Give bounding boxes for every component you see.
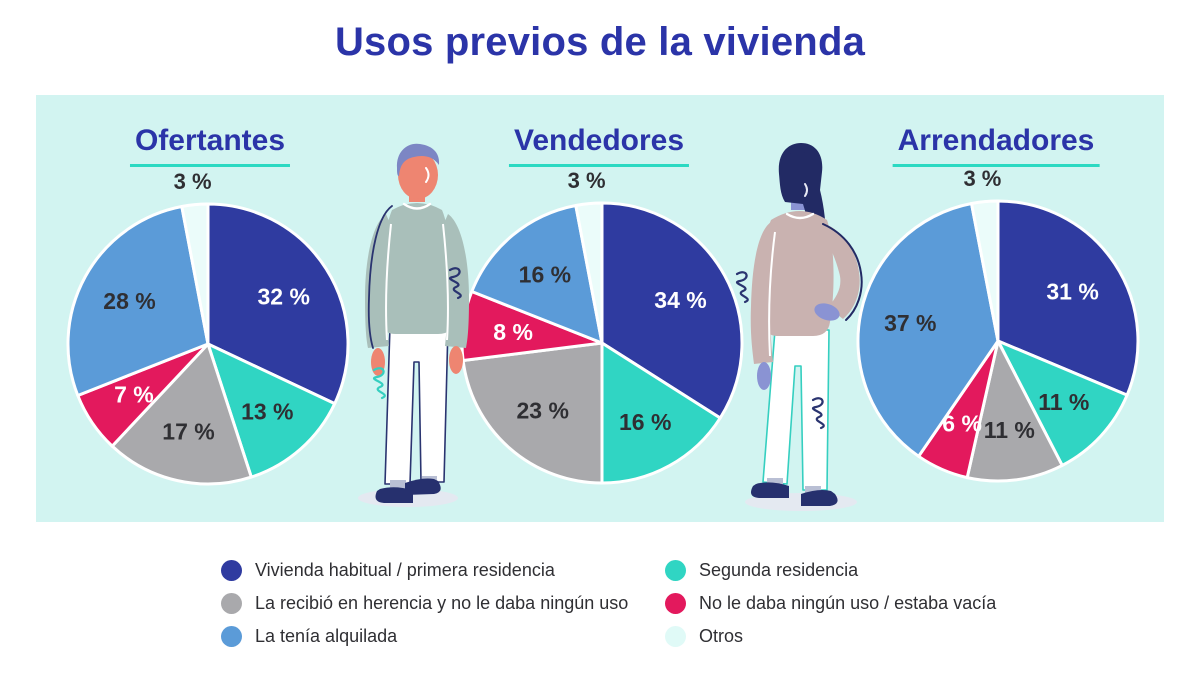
pie-slice-5: [180, 202, 210, 346]
man-face-line: [425, 167, 430, 183]
pie-slice-4: [470, 204, 604, 345]
slice-value-label: 17 %: [162, 419, 214, 445]
page-title: Usos previos de la vivienda: [334, 20, 866, 64]
woman-shoe-left: [751, 482, 789, 498]
woman-hand-left: [757, 362, 771, 390]
legend-color-dot: [221, 626, 242, 647]
pie-chart-ofertantes: 32 % 13 % 17 % 7 % 28 % 3 %: [66, 169, 350, 486]
woman-face-line: [804, 183, 808, 197]
pie-slice-5: [970, 199, 1000, 343]
legend-column-left: Vivienda habitual / primera residencia La…: [221, 560, 628, 659]
pie-slice-2: [461, 341, 604, 485]
legend-item: La recibió en herencia y no le daba ning…: [221, 593, 628, 614]
man-hand-right: [449, 346, 463, 374]
slice-value-label: 31 %: [1046, 279, 1098, 305]
woman-collar: [785, 212, 815, 220]
slice-value-label: 11 %: [984, 417, 1035, 443]
slice-value-label: 16 %: [619, 409, 671, 435]
slice-value-label: 23 %: [516, 397, 568, 423]
legend-item-label: La tenía alquilada: [255, 626, 398, 646]
man-shoe-left: [375, 487, 413, 503]
legend-column-right: Segunda residencia No le daba ningún uso …: [665, 560, 996, 659]
pie-chart-arrendadores: 31 %11 %11 %6 %37 %3 %: [856, 166, 1140, 483]
legend-item-label: Segunda residencia: [699, 560, 859, 580]
legend-item: La tenía alquilada: [221, 626, 628, 647]
man-sweater: [379, 203, 455, 334]
woman-contour-line: [822, 223, 863, 321]
man-squiggle-left: [372, 367, 386, 400]
slice-value-label: 32 %: [257, 283, 309, 309]
pie-slice-1: [996, 339, 1129, 467]
pie-slice-5: [574, 201, 604, 345]
man-pants: [384, 325, 449, 485]
slice-value-label: 8 %: [493, 319, 533, 345]
woman-seam-left: [768, 231, 776, 357]
pie-slice-1: [206, 342, 337, 479]
slice-value-label: 16 %: [519, 261, 571, 287]
legend-item-label: Otros: [699, 626, 744, 646]
heading-arrendadores: Arrendadores: [892, 124, 1100, 167]
woman-shoe-right: [801, 490, 838, 506]
legend-item-label: La recibió en herencia y no le daba ning…: [255, 593, 629, 613]
legend-item: Vivienda habitual / primera residencia: [221, 560, 628, 581]
man-head: [398, 151, 438, 199]
man-seam-left: [385, 223, 392, 341]
pie-slice-0: [996, 199, 1140, 397]
heading-vendedores: Vendedores: [508, 124, 690, 167]
woman-hand-on-hip: [814, 303, 840, 321]
legend-item-label: No le daba ningún uso / estaba vacía: [699, 593, 997, 613]
man-seam-right: [442, 223, 449, 341]
slice-value-label: 34 %: [654, 287, 706, 313]
man-contour-line: [367, 205, 393, 349]
legend-item: Otros: [665, 626, 996, 647]
woman-sweater: [763, 211, 834, 336]
pie-slice-2: [110, 342, 253, 486]
woman-squiggle-right: [811, 397, 825, 430]
slice-value-label: 28 %: [103, 288, 155, 314]
standing-man-illustration: [358, 143, 469, 507]
legend-item: No le daba ningún uso / estaba vacía: [665, 593, 996, 614]
legend-color-dot: [221, 593, 242, 614]
pie-slice-4: [66, 205, 210, 397]
legend-color-dot: [221, 560, 242, 581]
pie-slice-0: [206, 202, 350, 406]
standing-woman-illustration: [735, 143, 863, 511]
pie-chart-vendedores: 34 % 16 % 23 % 8 % 16 % 3 %: [460, 168, 744, 485]
slice-value-label: 6 %: [942, 410, 982, 436]
slice-value-label: 3 %: [568, 168, 606, 193]
pie-slice-1: [600, 341, 722, 485]
slice-value-label: 3 %: [963, 166, 1001, 191]
pie-slice-4: [856, 202, 1000, 458]
slice-value-label: 37 %: [884, 310, 936, 336]
woman-squiggle-left: [735, 271, 749, 304]
woman-arm-bent: [817, 222, 860, 319]
legend-color-dot: [665, 560, 686, 581]
legend-color-dot: [665, 626, 686, 647]
slice-value-label: 13 %: [241, 398, 293, 424]
legend-color-dot: [665, 593, 686, 614]
man-shoe-right: [405, 478, 441, 495]
man-hair: [396, 143, 440, 176]
heading-ofertantes: Ofertantes: [129, 124, 291, 167]
slice-value-label: 3 %: [174, 169, 212, 194]
woman-fringe: [781, 151, 820, 182]
woman-pants: [762, 329, 830, 491]
man-collar: [402, 202, 432, 210]
slice-value-label: 7 %: [114, 382, 154, 408]
slice-value-label: 11 %: [1038, 389, 1089, 415]
legend-item: Segunda residencia: [665, 560, 996, 581]
legend-item-label: Vivienda habitual / primera residencia: [255, 560, 555, 580]
man-squiggle-right: [448, 267, 462, 300]
